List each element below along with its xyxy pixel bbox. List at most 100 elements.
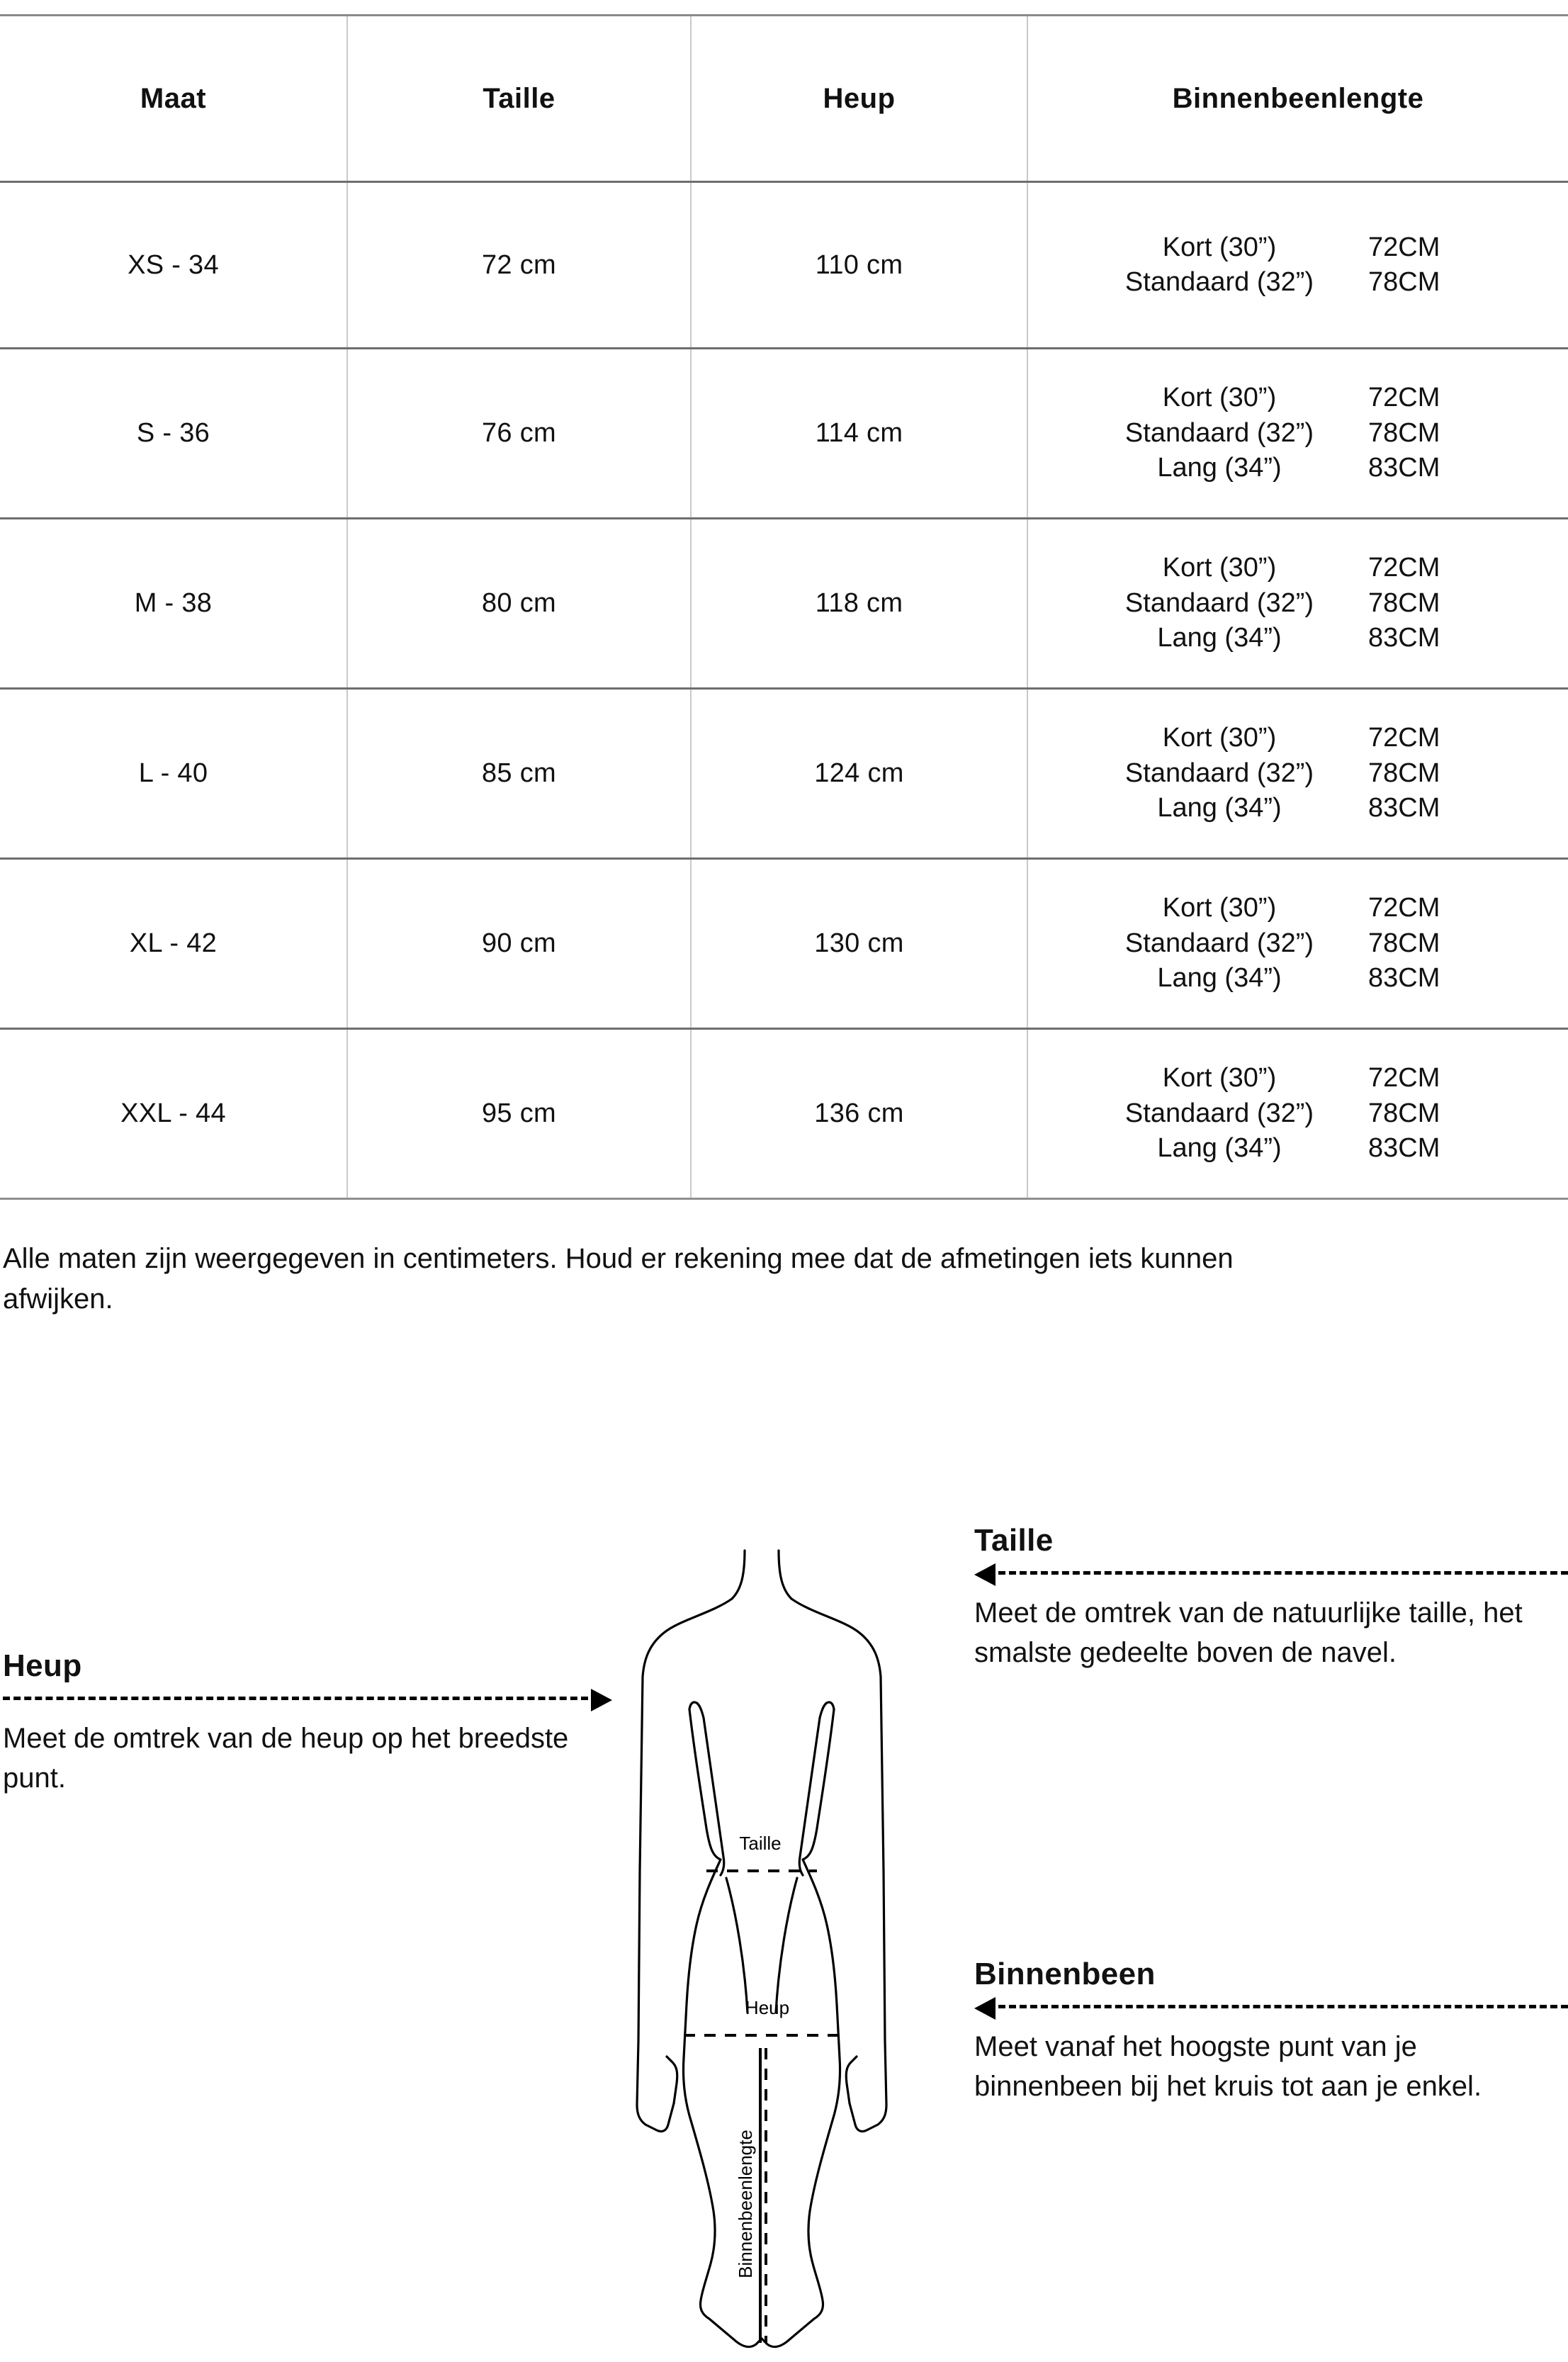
inseam-option-list: Kort (30”) 72CM Standaard (32”) 78CM Lan…: [1071, 891, 1540, 996]
inseam-option: Kort (30”) 72CM: [1071, 551, 1540, 585]
cell-taille: 76 cm: [347, 348, 692, 519]
cell-binnenbeenlengte: Kort (30”) 72CM Standaard (32”) 78CM Lan…: [1027, 348, 1568, 519]
cell-heup: 130 cm: [691, 858, 1028, 1030]
cell-taille: 95 cm: [347, 1028, 692, 1200]
cell-taille: 80 cm: [347, 518, 692, 690]
measure-block-taille: Taille Meet de omtrek van de natuurlijke…: [974, 1525, 1568, 1672]
column-header-heup: Heup: [691, 14, 1028, 183]
cell-binnenbeenlengte: Kort (30”) 72CM Standaard (32”) 78CM Lan…: [1027, 688, 1568, 860]
column-header-maat: Maat: [0, 14, 348, 183]
inseam-option: Standaard (32”) 78CM: [1071, 416, 1540, 451]
arrow-taille: [974, 1563, 1568, 1586]
inseam-option-label: Kort (30”): [1162, 723, 1277, 753]
inseam-option: Standaard (32”) 78CM: [1071, 756, 1540, 791]
arrow-binnenbeen: [974, 1997, 1568, 2020]
inseam-option: Lang (34”) 83CM: [1071, 621, 1540, 656]
cell-maat: M - 38: [0, 518, 348, 690]
cell-binnenbeenlengte: Kort (30”) 72CM Standaard (32”) 78CM Lan…: [1027, 858, 1568, 1030]
cell-taille: 85 cm: [347, 688, 692, 860]
measurement-diagram: Heup Meet de omtrek van de heup op het b…: [0, 1509, 1568, 2362]
inseam-option-value: 83CM: [1368, 1133, 1440, 1164]
cell-maat: XXL - 44: [0, 1028, 348, 1200]
cell-binnenbeenlengte: Kort (30”) 72CM Standaard (32”) 78CM Lan…: [1027, 518, 1568, 690]
inseam-option-label: Standaard (32”): [1124, 758, 1314, 788]
measure-title-binnenbeen: Binnenbeen: [974, 1957, 1156, 1991]
inseam-option-label: Kort (30”): [1162, 232, 1277, 262]
figure-label-binnenbeenlengte: Binnenbeenlengte: [735, 2130, 756, 2278]
inseam-option-label: Standaard (32”): [1124, 1098, 1314, 1128]
arrow-left-icon: [974, 1563, 995, 1586]
cell-maat: L - 40: [0, 688, 348, 860]
cell-heup: 118 cm: [691, 518, 1028, 690]
inseam-option-value: 78CM: [1368, 587, 1440, 618]
measurement-note: Alle maten zijn weergegeven in centimete…: [3, 1243, 1234, 1315]
cell-taille: 90 cm: [347, 858, 692, 1030]
figure-label-heup: Heup: [745, 1997, 789, 2018]
inseam-option: Kort (30”) 72CM: [1071, 230, 1540, 265]
inseam-option: Lang (34”) 83CM: [1071, 961, 1540, 996]
inseam-option: Lang (34”) 83CM: [1071, 791, 1540, 826]
cell-taille: 72 cm: [347, 181, 692, 349]
inseam-option-list: Kort (30”) 72CM Standaard (32”) 78CM Lan…: [1071, 1061, 1540, 1166]
dashed-line-icon: [998, 2005, 1568, 2008]
measure-description-binnenbeen: Meet vanaf het hoogste punt van je binne…: [974, 2031, 1482, 2102]
measure-block-heup: Heup Meet de omtrek van de heup op het b…: [3, 1650, 612, 1798]
inseam-option-value: 72CM: [1368, 553, 1440, 583]
cell-heup: 136 cm: [691, 1028, 1028, 1200]
inseam-option-label: Kort (30”): [1162, 383, 1277, 413]
column-header-binnenbeenlengte: Binnenbeenlengte: [1027, 14, 1568, 183]
inseam-option: Standaard (32”) 78CM: [1071, 926, 1540, 961]
inseam-option: Lang (34”) 83CM: [1071, 1131, 1540, 1166]
inseam-option-label: Lang (34”): [1157, 623, 1282, 653]
table-row: L - 40 85 cm 124 cm Kort (30”) 72CM Stan…: [0, 688, 1568, 860]
inseam-option-label: Lang (34”): [1157, 453, 1282, 483]
inseam-option-label: Kort (30”): [1162, 893, 1277, 923]
inseam-option-value: 83CM: [1368, 623, 1440, 653]
arrow-heup: [3, 1689, 612, 1711]
inseam-option-value: 78CM: [1368, 758, 1440, 788]
cell-maat: S - 36: [0, 348, 348, 519]
inseam-option-value: 83CM: [1368, 453, 1440, 483]
table-row: XS - 34 72 cm 110 cm Kort (30”) 72CM Sta…: [0, 181, 1568, 349]
inseam-option-label: Lang (34”): [1157, 793, 1282, 823]
cell-maat: XS - 34: [0, 181, 348, 349]
table-row: XL - 42 90 cm 130 cm Kort (30”) 72CM Sta…: [0, 858, 1568, 1030]
inseam-option-label: Lang (34”): [1157, 1133, 1282, 1164]
inseam-option-value: 72CM: [1368, 723, 1440, 753]
inseam-option-value: 72CM: [1368, 893, 1440, 923]
inseam-option-list: Kort (30”) 72CM Standaard (32”) 78CM Lan…: [1071, 551, 1540, 656]
inseam-option-value: 83CM: [1368, 793, 1440, 823]
inseam-option: Standaard (32”) 78CM: [1071, 265, 1540, 300]
inseam-option-label: Kort (30”): [1162, 553, 1277, 583]
inseam-option-list: Kort (30”) 72CM Standaard (32”) 78CM Lan…: [1071, 721, 1540, 826]
measure-description-heup: Meet de omtrek van de heup op het breeds…: [3, 1723, 569, 1794]
cell-binnenbeenlengte: Kort (30”) 72CM Standaard (32”) 78CM: [1027, 181, 1568, 349]
inseam-option-value: 72CM: [1368, 232, 1440, 262]
inseam-option-label: Standaard (32”): [1124, 417, 1314, 448]
inseam-option-label: Standaard (32”): [1124, 267, 1314, 297]
measure-description-taille: Meet de omtrek van de natuurlijke taille…: [974, 1597, 1523, 1668]
inseam-option-value: 72CM: [1368, 383, 1440, 413]
arrow-left-icon: [974, 1997, 995, 2020]
figure-label-taille: Taille: [739, 1833, 781, 1854]
table-body: XS - 34 72 cm 110 cm Kort (30”) 72CM Sta…: [0, 181, 1568, 1200]
inseam-option-label: Standaard (32”): [1124, 928, 1314, 958]
cell-maat: XL - 42: [0, 858, 348, 1030]
inseam-option: Standaard (32”) 78CM: [1071, 586, 1540, 621]
inseam-option-label: Kort (30”): [1162, 1063, 1277, 1093]
table-header-row: Maat Taille Heup Binnenbeenlengte: [0, 14, 1568, 183]
cell-binnenbeenlengte: Kort (30”) 72CM Standaard (32”) 78CM Lan…: [1027, 1028, 1568, 1200]
inseam-option: Kort (30”) 72CM: [1071, 891, 1540, 926]
inseam-option-label: Lang (34”): [1157, 963, 1282, 994]
table-header: Maat Taille Heup Binnenbeenlengte: [0, 14, 1568, 183]
inseam-option-value: 78CM: [1368, 928, 1440, 958]
inseam-option: Standaard (32”) 78CM: [1071, 1096, 1540, 1131]
table-row: S - 36 76 cm 114 cm Kort (30”) 72CM Stan…: [0, 348, 1568, 519]
inseam-option: Kort (30”) 72CM: [1071, 381, 1540, 415]
measure-title-heup: Heup: [3, 1648, 82, 1683]
cell-heup: 124 cm: [691, 688, 1028, 860]
inseam-option-value: 78CM: [1368, 267, 1440, 297]
inseam-option-value: 78CM: [1368, 417, 1440, 448]
body-figure: Taille Heup Binnenbeenlengte: [606, 1545, 918, 2360]
